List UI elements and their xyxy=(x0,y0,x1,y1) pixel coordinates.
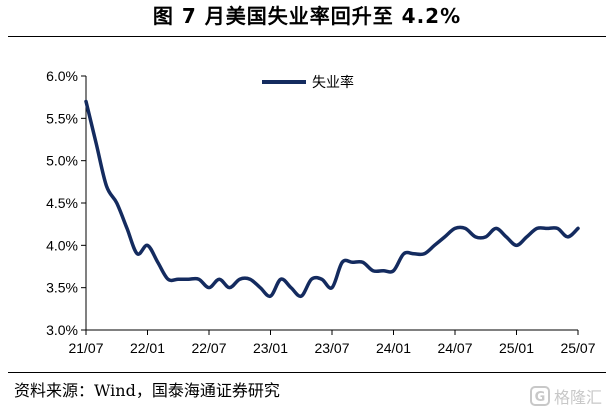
x-tick-label: 25/01 xyxy=(499,340,534,356)
y-tick-label: 3.5% xyxy=(46,280,78,296)
x-tick-label: 22/07 xyxy=(191,340,226,356)
source-note: 资料来源：Wind，国泰海通证券研究 xyxy=(14,381,280,400)
y-tick-labels: 3.0% 3.5% 4.0% 4.5% 5.0% 5.5% 6.0% xyxy=(46,68,78,338)
y-tick-label: 4.5% xyxy=(46,195,78,211)
x-tick-label: 24/01 xyxy=(376,340,411,356)
y-tick-label: 6.0% xyxy=(46,68,78,84)
x-tick-label: 22/01 xyxy=(130,340,165,356)
source-divider xyxy=(8,372,606,373)
unemployment-rate-line xyxy=(84,99,580,299)
x-tick-label: 21/07 xyxy=(68,340,103,356)
x-tick-label: 24/07 xyxy=(437,340,472,356)
chart-title: 图 7 月美国失业率回升至 4.2% xyxy=(152,4,462,28)
legend: 失业率 xyxy=(262,74,354,91)
unemployment-line-chart: 3.0%3.5%4.0%4.5%5.0%5.5%6.0% 21/07 22/01 2… xyxy=(46,68,596,356)
watermark-logo-icon: G xyxy=(529,386,550,406)
legend-label: 失业率 xyxy=(312,74,354,91)
x-tick-label: 23/01 xyxy=(253,340,288,356)
y-tick-label: 5.5% xyxy=(46,110,78,126)
axes xyxy=(81,75,579,335)
series-group xyxy=(84,99,580,299)
watermark-text: 格隆汇 xyxy=(553,388,602,407)
x-tick-label: 23/07 xyxy=(314,340,349,356)
y-tick-label: 4.0% xyxy=(46,237,78,253)
x-tick-labels: 21/07 22/01 22/07 23/01 23/07 24/01 24/07 25/01… xyxy=(68,340,595,356)
x-tick-label: 25/07 xyxy=(560,340,595,356)
y-tick-label: 3.0% xyxy=(46,322,78,338)
y-tick-label: 5.0% xyxy=(46,153,78,169)
title-divider xyxy=(8,36,606,37)
watermark: G 格隆汇 xyxy=(529,384,602,408)
